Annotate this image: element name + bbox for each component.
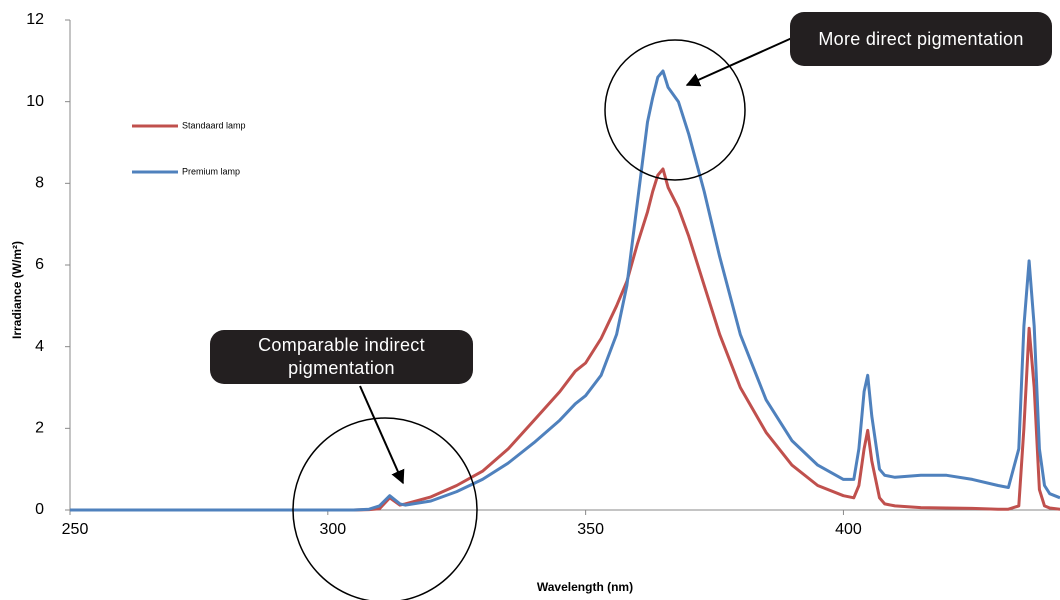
legend-label: Standaard lamp xyxy=(182,120,246,130)
annotation: Comparable indirect pigmentation xyxy=(210,330,473,384)
x-tick-label: 350 xyxy=(577,521,604,538)
x-tick-label: 400 xyxy=(835,521,862,538)
y-tick-label: 10 xyxy=(26,93,44,110)
y-axis-title: Irradiance (W/m²) xyxy=(10,241,24,339)
highlight-circle xyxy=(292,417,478,600)
arrow xyxy=(359,385,405,485)
annotation: More direct pigmentation xyxy=(790,12,1052,66)
x-tick-label: 300 xyxy=(319,521,346,538)
y-tick-label: 6 xyxy=(35,256,44,273)
y-tick-label: 12 xyxy=(26,11,44,28)
y-tick-label: 8 xyxy=(35,175,44,192)
legend-label: Premium lamp xyxy=(182,166,240,176)
arrow xyxy=(685,37,793,87)
x-tick-label: 250 xyxy=(62,521,89,538)
y-tick-label: 0 xyxy=(35,501,44,518)
series-line xyxy=(70,69,1060,512)
highlight-circle xyxy=(604,39,746,181)
y-tick-label: 2 xyxy=(35,420,44,437)
y-tick-label: 4 xyxy=(35,338,44,355)
x-axis-title: Wavelength (nm) xyxy=(537,580,633,594)
